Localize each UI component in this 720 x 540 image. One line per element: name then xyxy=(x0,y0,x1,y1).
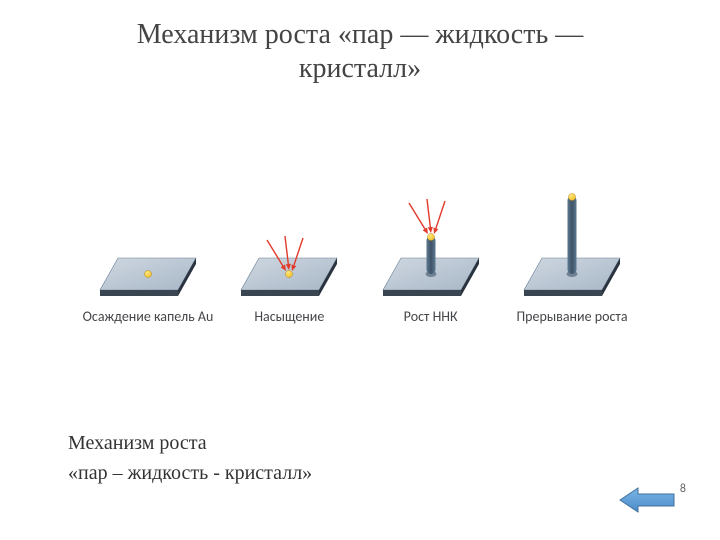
stage-svg-2 xyxy=(229,178,349,298)
vls-stages-diagram: Осаждение капель Au Насыщение xyxy=(80,178,640,325)
stage-svg-4 xyxy=(512,178,632,298)
caption-line-1: Механизм роста xyxy=(68,428,312,458)
back-arrow-button[interactable] xyxy=(618,485,678,520)
stage-label-3: Рост ННК xyxy=(404,308,458,325)
stage-interruption: Прерывание роста xyxy=(504,178,640,325)
title-line-1: Механизм роста «пар — жидкость — xyxy=(137,19,583,50)
page-number: 8 xyxy=(680,482,686,496)
stage-deposition: Осаждение капель Au xyxy=(80,178,216,325)
stage-svg-1 xyxy=(88,178,208,298)
title-line-2: кристалл» xyxy=(299,53,421,84)
stage-label-2: Насыщение xyxy=(254,308,324,325)
caption-line-2: «пар – жидкость - кристалл» xyxy=(68,458,312,488)
caption-text: Механизм роста «пар – жидкость - кристал… xyxy=(68,428,312,488)
stage-label-4: Прерывание роста xyxy=(516,308,627,325)
slide-title: Механизм роста «пар — жидкость — кристал… xyxy=(0,0,720,85)
stage-svg-3 xyxy=(371,178,491,298)
stage-saturation: Насыщение xyxy=(221,178,357,325)
back-arrow-icon xyxy=(618,485,678,515)
stage-label-1: Осаждение капель Au xyxy=(83,308,214,325)
stage-growth: Рост ННК xyxy=(363,178,499,325)
